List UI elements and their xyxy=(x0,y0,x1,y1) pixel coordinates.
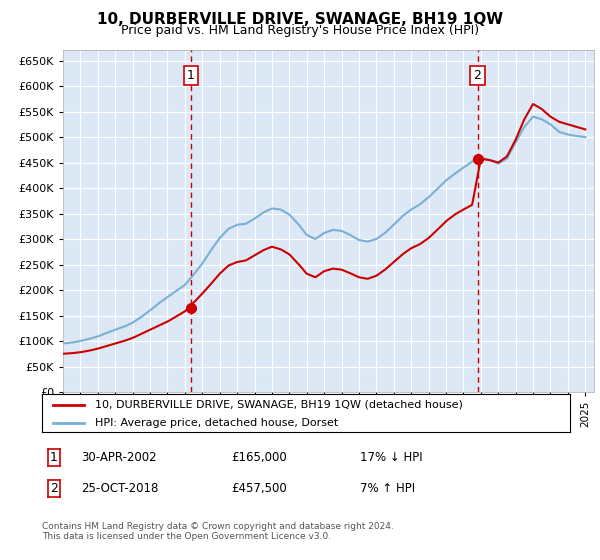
Text: 1: 1 xyxy=(187,69,194,82)
Text: 1: 1 xyxy=(50,451,58,464)
Text: 30-APR-2002: 30-APR-2002 xyxy=(81,451,157,464)
Text: 2: 2 xyxy=(50,482,58,495)
Text: Contains HM Land Registry data © Crown copyright and database right 2024.
This d: Contains HM Land Registry data © Crown c… xyxy=(42,522,394,542)
Text: HPI: Average price, detached house, Dorset: HPI: Average price, detached house, Dors… xyxy=(95,418,338,428)
Text: £457,500: £457,500 xyxy=(231,482,287,495)
Text: 10, DURBERVILLE DRIVE, SWANAGE, BH19 1QW (detached house): 10, DURBERVILLE DRIVE, SWANAGE, BH19 1QW… xyxy=(95,400,463,410)
Text: 2: 2 xyxy=(473,69,481,82)
Text: 7% ↑ HPI: 7% ↑ HPI xyxy=(360,482,415,495)
Text: 25-OCT-2018: 25-OCT-2018 xyxy=(81,482,158,495)
Text: 10, DURBERVILLE DRIVE, SWANAGE, BH19 1QW: 10, DURBERVILLE DRIVE, SWANAGE, BH19 1QW xyxy=(97,12,503,27)
Text: Price paid vs. HM Land Registry's House Price Index (HPI): Price paid vs. HM Land Registry's House … xyxy=(121,24,479,37)
Text: £165,000: £165,000 xyxy=(231,451,287,464)
Text: 17% ↓ HPI: 17% ↓ HPI xyxy=(360,451,422,464)
